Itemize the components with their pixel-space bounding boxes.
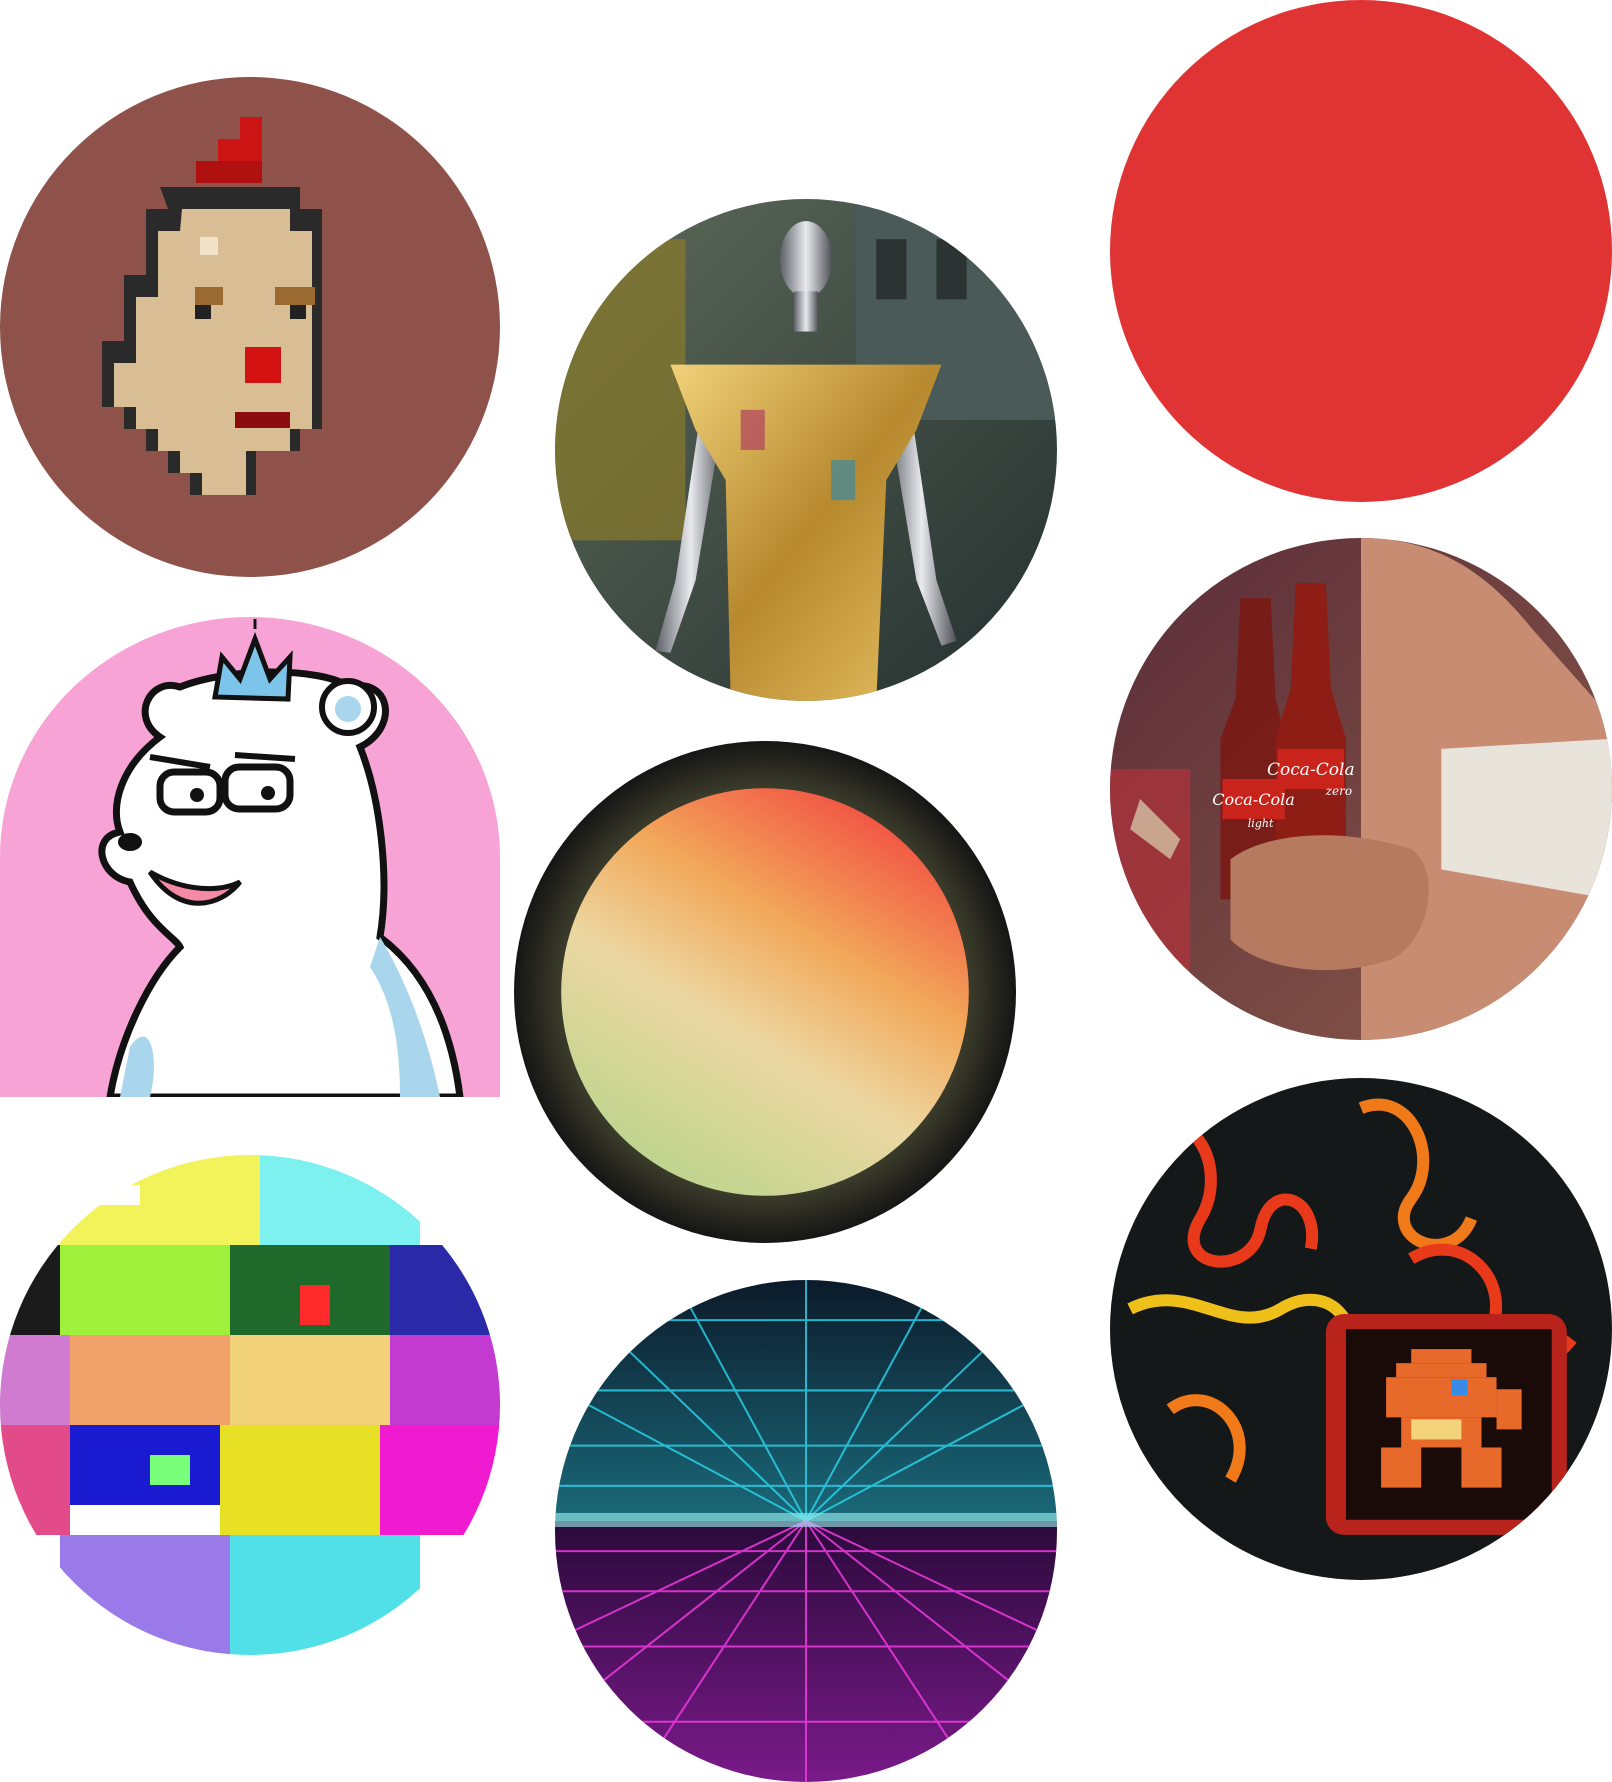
polar-bear-with-crown	[0, 617, 500, 1097]
coke-label-right: Coca-Cola	[1267, 760, 1355, 780]
gradient-orb	[514, 741, 1016, 1243]
voxel-punk-avatar	[0, 77, 500, 577]
coke-label-left: Coca-Cola	[1212, 790, 1295, 809]
coca-cola-bottles-photo: Coca-Cola light Coca-Cola zero	[1110, 538, 1612, 1040]
synthwave-neon-grid	[555, 1280, 1057, 1782]
solid-red-circle	[1110, 0, 1612, 502]
coke-label-left-sub: light	[1248, 817, 1274, 830]
coke-label-right-sub: zero	[1325, 784, 1352, 798]
rgb-glitch-art	[0, 1155, 500, 1655]
pixel-display-fire-photo	[1110, 1078, 1612, 1580]
chrome-mannequin-gold-dress	[555, 199, 1057, 701]
